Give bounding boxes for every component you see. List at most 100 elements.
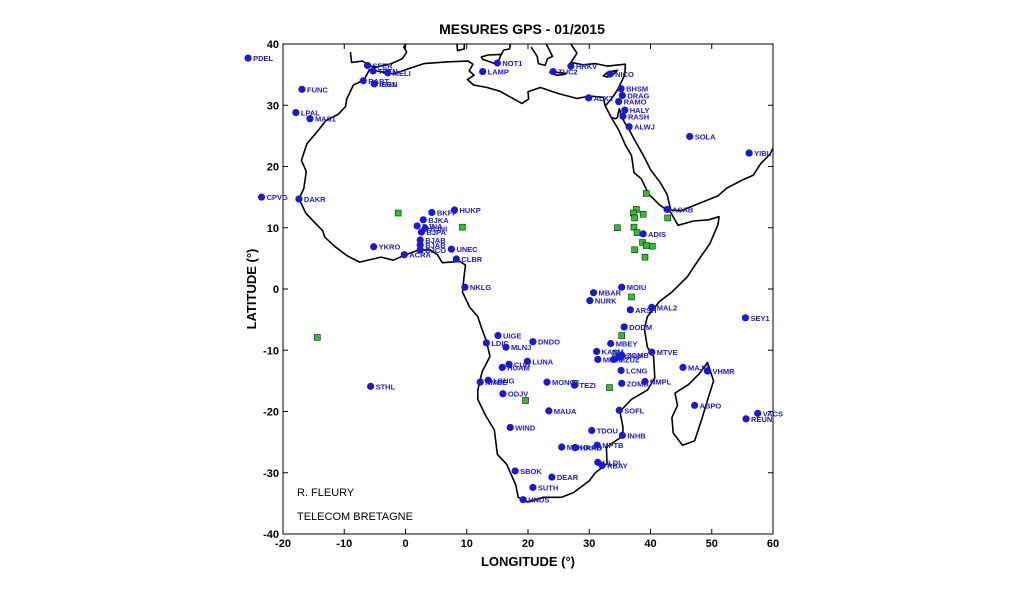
green-marker-3 xyxy=(642,190,650,197)
station-point-20 xyxy=(618,91,626,100)
station-point-46 xyxy=(626,306,634,314)
station-label-70: NMPL xyxy=(650,377,672,386)
x-tick-label-7: 50 xyxy=(706,538,718,550)
station-point-6 xyxy=(366,382,375,390)
station-point-61 xyxy=(523,357,531,365)
station-label-62: CUIT xyxy=(514,360,532,369)
green-marker-14 xyxy=(642,242,650,249)
station-point-52 xyxy=(529,338,537,346)
station-point-18 xyxy=(585,94,593,102)
station-point-74 xyxy=(545,407,553,415)
station-label-89: DEAR xyxy=(557,473,579,482)
station-label-41: ASAB xyxy=(672,205,694,214)
station-point-9 xyxy=(359,77,367,85)
green-marker-15 xyxy=(649,242,656,250)
green-marker-22 xyxy=(606,384,613,391)
green-marker-7 xyxy=(664,214,671,222)
green-marker-9 xyxy=(614,224,621,231)
station-label-91: HNUS xyxy=(528,496,549,505)
station-label-44: MBAR xyxy=(599,289,622,298)
station-label-15: TUC2 xyxy=(558,68,578,77)
station-point-84 xyxy=(571,444,579,452)
station-label-47: MAL2 xyxy=(657,303,677,312)
green-marker-10 xyxy=(630,223,638,231)
station-point-89 xyxy=(548,473,556,481)
y-tick-label-8: -40 xyxy=(263,529,279,541)
station-point-49 xyxy=(620,323,628,331)
station-point-29 xyxy=(413,222,421,230)
station-label-25: SOLA xyxy=(695,132,716,141)
station-label-40: NKLG xyxy=(470,283,491,292)
station-point-51 xyxy=(482,339,490,347)
station-label-39: CLBR xyxy=(461,255,482,264)
station-point-17 xyxy=(606,70,614,78)
station-label-83: HRAO xyxy=(580,444,602,453)
station-label-78: REUN xyxy=(751,415,772,424)
plot-frame xyxy=(282,43,774,535)
madagascar-coastline xyxy=(671,361,715,446)
station-point-53 xyxy=(502,343,510,351)
station-label-84: HARB xyxy=(580,444,602,453)
x-tick-label-4: 20 xyxy=(522,538,534,550)
station-point-60 xyxy=(648,348,656,356)
green-marker-23 xyxy=(522,397,529,404)
green-marker-2 xyxy=(314,334,321,341)
station-label-33: BJCO xyxy=(425,246,446,255)
station-label-55: KASM xyxy=(602,347,624,356)
station-point-8 xyxy=(369,67,377,75)
station-label-81: INHB xyxy=(627,431,646,440)
station-label-29: BJNA xyxy=(422,222,443,231)
station-label-52: DNDO xyxy=(538,338,560,347)
station-label-32: BJAB xyxy=(425,236,446,245)
y-tick-label-0: 40 xyxy=(267,39,279,51)
station-label-10: MELI xyxy=(393,69,411,78)
station-point-22 xyxy=(621,106,629,114)
station-label-42: ADIS xyxy=(648,230,666,239)
station-point-47 xyxy=(648,303,656,311)
station-label-3: MAS1 xyxy=(315,115,336,124)
station-point-13 xyxy=(493,59,501,67)
station-point-59 xyxy=(618,351,626,359)
station-point-45 xyxy=(586,297,594,305)
station-label-49: DODM xyxy=(629,323,652,332)
green-marker-0 xyxy=(394,209,402,217)
station-point-78 xyxy=(742,415,750,423)
sinai-coastline xyxy=(611,108,621,120)
station-label-34: BJAB xyxy=(425,241,446,250)
green-marker-6 xyxy=(639,211,647,218)
x-axis-label: LONGITUDE (°) xyxy=(481,554,575,569)
station-label-57: CHIP xyxy=(624,352,642,361)
station-point-64 xyxy=(617,366,625,375)
station-label-21: RAMO xyxy=(624,98,647,107)
station-label-75: SOFL xyxy=(624,406,644,415)
green-marker-8 xyxy=(631,214,638,222)
station-label-72: VHMR xyxy=(712,367,735,376)
station-point-50 xyxy=(494,331,502,340)
station-label-16: HRKV xyxy=(576,62,597,71)
station-label-36: YKRO xyxy=(379,243,401,252)
station-label-30: BJNI xyxy=(430,224,447,233)
station-point-67 xyxy=(543,378,551,386)
station-point-43 xyxy=(618,283,626,291)
station-label-88: SBOK xyxy=(520,467,542,476)
station-label-76: ABPO xyxy=(700,401,722,410)
station-point-25 xyxy=(686,132,694,141)
arabia-coastline xyxy=(618,108,773,212)
station-point-41 xyxy=(663,205,671,213)
station-label-20: DRAG xyxy=(627,91,649,100)
greece-coastline xyxy=(530,44,554,67)
station-label-31: BJPA xyxy=(426,228,446,237)
x-tick-label-8: 60 xyxy=(767,538,779,550)
station-point-3 xyxy=(306,115,314,123)
y-tick-label-2: 20 xyxy=(267,162,279,174)
station-point-82 xyxy=(558,443,566,451)
station-point-19 xyxy=(617,85,625,93)
station-label-59: ZOMB xyxy=(627,351,650,360)
station-point-14 xyxy=(479,67,487,76)
green-marker-16 xyxy=(641,253,649,261)
station-label-14: LAMP xyxy=(488,68,509,77)
station-label-51: LDIC xyxy=(491,339,509,348)
station-label-23: RASH xyxy=(628,112,649,121)
x-tick-label-1: -10 xyxy=(336,538,352,550)
station-point-62 xyxy=(505,360,513,368)
